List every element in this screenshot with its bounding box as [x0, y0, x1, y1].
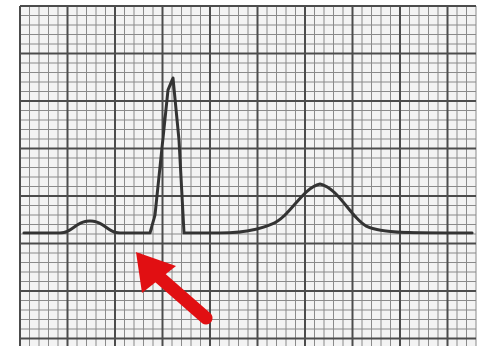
ecg-grid-major [19, 5, 476, 346]
arrow-shaft [151, 269, 213, 325]
arrow-up-left-icon [136, 252, 213, 325]
ecg-trace [22, 76, 474, 235]
arrow-head [136, 252, 176, 293]
